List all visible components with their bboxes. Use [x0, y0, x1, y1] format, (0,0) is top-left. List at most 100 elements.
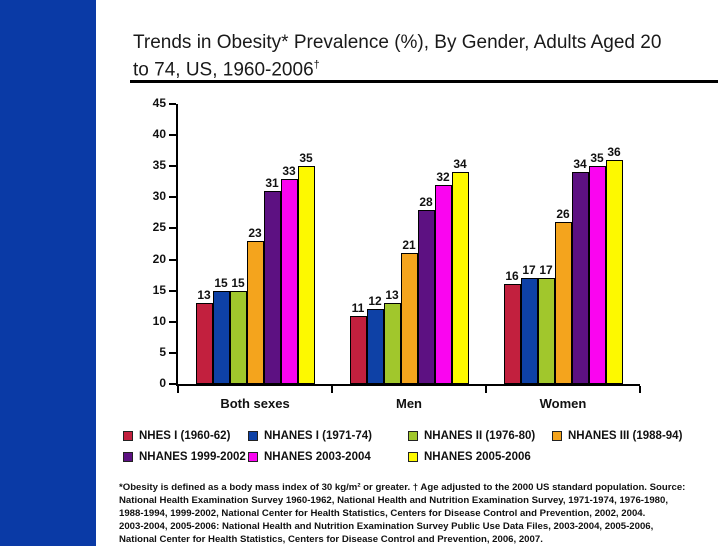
y-tick-mark [169, 383, 176, 385]
title-line-2: to 74, US, 1960-2006 [133, 59, 314, 81]
y-tick-label: 45 [152, 96, 166, 110]
bar-value-label: 15 [231, 275, 245, 290]
y-tick-mark [169, 196, 176, 199]
y-tick-mark [169, 227, 176, 230]
legend-swatch [248, 431, 258, 441]
bar-value-label: 28 [419, 194, 433, 209]
x-tick-mark [331, 386, 333, 393]
bar-value-label: 33 [282, 163, 296, 178]
legend-label: NHES I (1960-62) [139, 430, 231, 442]
bar: 21 [400, 239, 418, 384]
bar-value-label: 21 [402, 238, 416, 253]
category-label: Both sexes [220, 396, 290, 411]
title-underline [130, 80, 718, 83]
bar: 13 [195, 289, 213, 384]
y-tick-label: 40 [152, 127, 166, 142]
y-tick-mark [169, 103, 176, 105]
legend-swatch [123, 452, 133, 462]
y-tick-label: 5 [159, 344, 166, 359]
bar: 34 [571, 158, 589, 384]
y-tick-mark [169, 320, 176, 323]
y-tick-label: 30 [152, 189, 166, 204]
footnote: *Obesity is defined as a body mass index… [119, 481, 725, 546]
bar-value-label: 34 [573, 157, 587, 172]
legend-item: NHES I (1960-62) [123, 429, 230, 443]
bar: 23 [246, 226, 264, 384]
bar-value-label: 36 [607, 145, 621, 159]
bar: 17 [520, 264, 538, 384]
legend-swatch [123, 431, 133, 441]
footnote-line: 1988-1994, 1999-2002, National Center fo… [119, 508, 646, 519]
y-tick-label: 35 [152, 158, 166, 173]
x-tick-mark [485, 386, 487, 393]
y-tick-label: 10 [152, 313, 166, 328]
y-tick-mark [169, 351, 176, 354]
category-label: Women [539, 396, 587, 411]
bar: 32 [434, 170, 452, 384]
bar: 34 [451, 158, 469, 384]
bar-value-label: 35 [299, 151, 313, 166]
y-tick-label: 0 [159, 376, 166, 390]
legend-swatch [248, 452, 258, 462]
y-tick-mark [169, 134, 176, 137]
bar: 26 [554, 208, 572, 384]
y-tick-mark [169, 165, 176, 168]
legend-item: NHANES 1999-2002 [123, 450, 246, 464]
y-tick-label: 20 [152, 251, 166, 266]
bar: 36 [605, 146, 623, 384]
legend-label: NHANES II (1976-80) [424, 430, 536, 442]
bar: 35 [588, 152, 606, 384]
bar-value-label: 13 [385, 288, 399, 303]
title-line-1: Trends in Obesity* Prevalence (%), By Ge… [133, 32, 662, 53]
category-label: Men [396, 396, 422, 411]
bar-value-label: 13 [197, 288, 211, 303]
bar: 12 [366, 295, 384, 384]
bar-value-label: 26 [556, 207, 570, 222]
bar-value-label: 16 [505, 269, 519, 284]
bar: 33 [280, 164, 298, 384]
legend-item: NHANES 2005-2006 [408, 450, 531, 464]
bar: 16 [503, 270, 521, 384]
legend-item: NHANES 2003-2004 [248, 450, 371, 464]
bar-value-label: 15 [214, 275, 228, 290]
legend-label: NHANES 1999-2002 [139, 451, 246, 463]
title-dagger: † [313, 59, 320, 71]
bar: 31 [263, 177, 281, 384]
bar: 11 [349, 301, 367, 384]
footnote-line: *Obesity is defined as a body mass index… [119, 482, 686, 493]
y-tick-mark [169, 258, 176, 261]
bar-value-label: 11 [351, 300, 365, 315]
bar-value-label: 34 [453, 157, 467, 172]
bar-value-label: 35 [590, 151, 604, 166]
bar-value-label: 32 [436, 169, 450, 184]
footnote-line: National Center for Health Statistics, C… [119, 534, 543, 545]
y-tick-mark [169, 289, 176, 292]
y-tick-label: 25 [152, 220, 166, 235]
legend-swatch [408, 452, 418, 462]
sidebar-accent [0, 0, 96, 546]
bar-value-label: 17 [522, 263, 536, 278]
legend-item: NHANES III (1988-94) [552, 429, 682, 443]
bar-value-label: 17 [539, 263, 553, 278]
legend-swatch [552, 431, 562, 441]
x-tick-mark [639, 386, 641, 393]
legend-label: NHANES I (1971-74) [264, 430, 373, 442]
legend-label: NHANES 2005-2006 [424, 451, 531, 463]
bar-value-label: 31 [265, 176, 279, 191]
bar-group: 16 17 17 26 34 35 36 [486, 104, 640, 384]
y-tick-label: 15 [152, 282, 166, 297]
footnote-line: 2003-2004, 2005-2006: National Health an… [119, 521, 654, 532]
bar: 15 [229, 276, 247, 384]
bar: 17 [537, 264, 555, 384]
legend-label: NHANES III (1988-94) [568, 430, 683, 442]
bar: 15 [212, 276, 230, 384]
legend-item: NHANES I (1971-74) [248, 429, 372, 443]
bar: 28 [417, 195, 435, 384]
page-title: Trends in Obesity* Prevalence (%), By Ge… [133, 31, 719, 81]
legend-item: NHANES II (1976-80) [408, 429, 535, 443]
footnote-line: National Health Examination Survey 1960-… [119, 495, 669, 506]
bar-chart-plot-area: 13 15 15 23 31 33 35 11 12 13 21 28 32 34 16 17 17 26 34 35… [176, 104, 640, 386]
bar: 35 [297, 152, 315, 384]
x-tick-mark [177, 386, 179, 393]
bar: 13 [383, 289, 401, 384]
